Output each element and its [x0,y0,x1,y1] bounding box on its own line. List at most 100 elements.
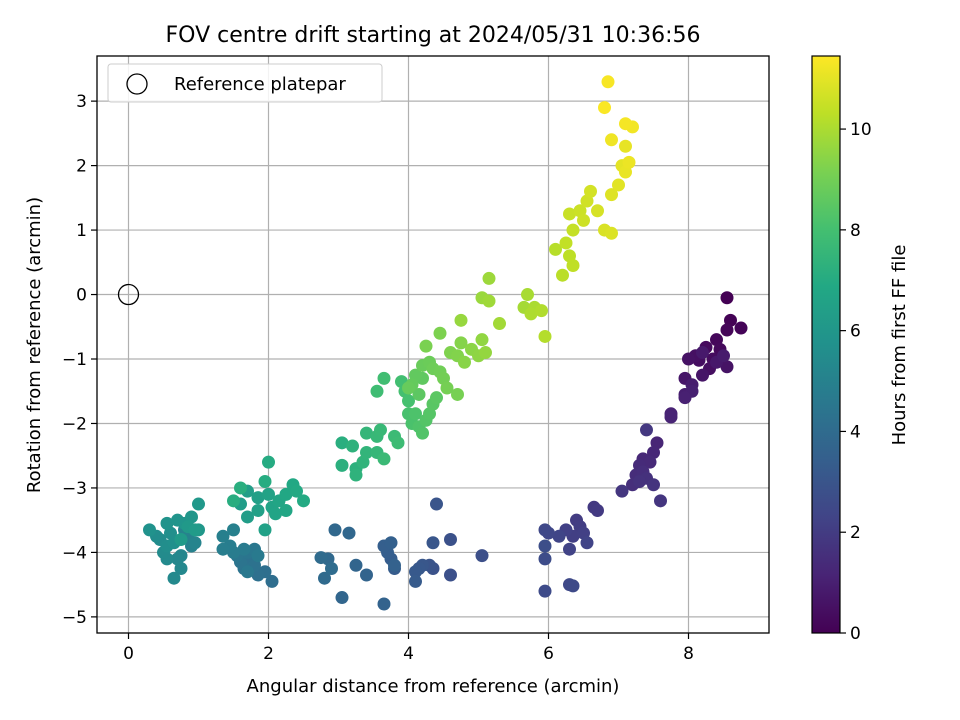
colorbar-ticks: 0 2 4 6 8 10 [840,120,872,644]
data-point [374,423,387,437]
data-point [622,155,636,169]
data-point [605,188,618,202]
data-point [566,579,580,593]
plot-frame [96,55,770,634]
data-point [720,360,734,374]
data-point [318,571,331,585]
data-point [619,139,632,153]
data-point [538,584,552,598]
data-point [370,384,384,398]
y-axis-label: Rotation from reference (arcmin) [24,197,45,493]
data-point [251,549,265,563]
data-point [640,423,653,437]
data-point [234,481,247,495]
data-point [384,536,398,550]
y-tick-label: 0 [76,286,87,306]
data-point [377,597,391,611]
data-point [521,288,534,302]
data-point [251,504,265,518]
data-point [174,533,188,547]
data-point [643,455,657,469]
y-tick-label: 1 [76,221,87,241]
data-point [409,574,422,588]
data-point [335,458,349,472]
data-point [216,542,230,556]
colorbar-tick-label: 8 [850,221,861,241]
data-point [216,529,230,543]
data-point [262,487,275,501]
data-point [566,223,580,237]
data-point [227,523,240,537]
x-tick-label: 2 [263,644,274,664]
data-point [612,178,625,192]
axis-ticks: 0 2 4 6 8 −5 −4 −3 −2 −1 0 1 2 3 [62,92,694,664]
colorbar-tick-label: 0 [850,624,861,644]
data-point [279,487,293,501]
data-point [538,552,552,566]
data-point [524,307,538,321]
data-point [605,133,618,147]
data-point [633,474,646,488]
data-point [598,101,611,115]
legend-label: Reference platepar [174,74,346,95]
data-point [591,204,604,218]
data-point [615,484,629,498]
data-point [241,565,254,579]
data-point [167,571,181,585]
data-point [566,259,580,273]
data-point [297,494,310,508]
colorbar [811,55,841,634]
data-point [346,439,359,453]
data-point [664,410,678,424]
data-point [538,329,552,343]
data-point [262,455,275,469]
data-point [412,387,426,401]
data-point [482,271,496,285]
chart-title: FOV centre drift starting at 2024/05/31 … [166,23,701,48]
colorbar-tick-label: 6 [850,322,861,342]
data-point [682,352,695,366]
colorbar-label: Hours from first FF file [889,245,910,446]
data-point [552,529,566,543]
data-point [409,565,422,579]
data-point [430,391,443,405]
data-point [720,323,734,337]
data-point [360,568,373,582]
data-point [409,407,422,421]
legend-marker [126,73,148,95]
data-point [377,371,391,385]
x-axis-label: Angular distance from reference (arcmin) [247,676,620,697]
data-point [563,542,576,556]
data-point [440,381,454,395]
data-point [416,426,429,440]
data-point [538,523,552,537]
x-tick-label: 4 [403,644,414,664]
legend-box [107,63,383,103]
data-point [451,387,464,401]
y-tick-label: −2 [62,414,87,434]
data-point [160,516,174,530]
data-point [251,491,265,505]
y-tick-label: −5 [62,608,87,628]
reference-marker [117,283,140,306]
data-point [188,523,202,537]
data-point [458,355,471,369]
y-tick-label: −3 [62,479,87,499]
data-point [402,394,415,408]
data-point [269,507,282,521]
legend: Reference platepar [107,63,383,103]
data-point [325,562,338,576]
data-point [535,304,548,318]
data-point [426,536,440,550]
data-point [475,333,489,347]
data-point [479,346,492,360]
x-tick-label: 8 [683,644,694,664]
data-point [349,468,363,482]
x-tick-label: 6 [543,644,554,664]
data-point [391,436,405,450]
data-point [258,474,272,488]
data-point [493,317,506,331]
data-point [591,504,604,518]
data-point [402,381,415,395]
